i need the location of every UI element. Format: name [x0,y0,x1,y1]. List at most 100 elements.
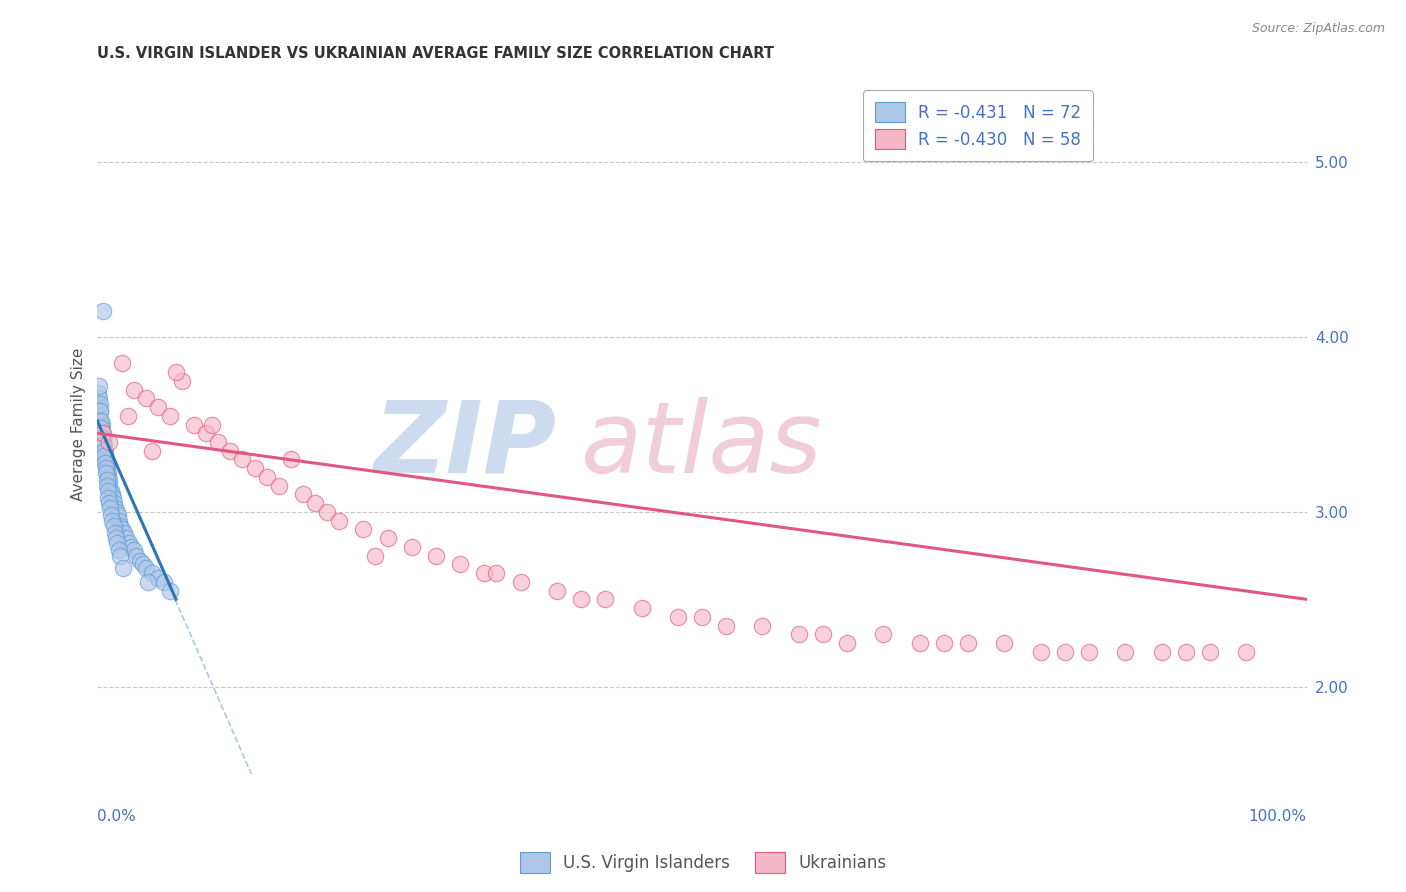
Point [90,421,112,435]
Point [101,491,124,505]
Point [136,574,159,589]
Point [111,561,134,575]
Point [91,426,114,441]
Point [91,426,114,441]
Point [103,496,125,510]
Text: atlas: atlas [581,397,823,494]
Point [666,609,689,624]
Point [122,383,145,397]
Point [219,443,242,458]
Point [183,417,205,432]
Point [352,522,374,536]
Point [94,467,117,481]
Point [569,592,592,607]
Point [87,400,110,414]
Point [135,561,157,575]
Point [316,505,339,519]
Point [110,519,132,533]
Text: 0.0%: 0.0% [97,809,136,824]
Point [107,508,129,523]
Point [96,456,118,470]
Point [87,379,110,393]
Y-axis label: Average Family Size: Average Family Size [72,348,86,501]
Point [141,443,163,458]
Point [165,365,187,379]
Text: 100.0%: 100.0% [1249,809,1306,824]
Point [89,403,111,417]
Point [835,636,858,650]
Text: U.S. VIRGIN ISLANDER VS UKRAINIAN AVERAGE FAMILY SIZE CORRELATION CHART: U.S. VIRGIN ISLANDER VS UKRAINIAN AVERAG… [97,46,775,62]
Point [97,491,120,505]
Point [89,396,111,410]
Point [98,479,121,493]
Point [103,519,125,533]
Point [304,496,326,510]
Point [630,601,652,615]
Point [97,474,120,488]
Point [135,392,157,406]
Point [107,543,129,558]
Point [1077,645,1099,659]
Point [146,571,169,585]
Point [256,470,278,484]
Point [104,525,127,540]
Point [98,435,121,450]
Point [91,432,114,446]
Point [110,522,132,536]
Point [120,540,142,554]
Point [280,452,302,467]
Point [105,536,128,550]
Point [425,549,447,563]
Point [100,508,122,523]
Point [94,456,117,470]
Point [91,432,114,446]
Point [97,470,120,484]
Point [97,467,120,481]
Point [94,449,117,463]
Point [93,443,115,458]
Point [132,558,155,572]
Point [96,461,118,475]
Point [751,618,773,632]
Point [993,636,1015,650]
Point [932,636,955,650]
Point [110,356,132,370]
Point [328,514,350,528]
Point [1174,645,1197,659]
Point [1029,645,1052,659]
Point [89,392,111,406]
Point [153,574,176,589]
Point [128,554,150,568]
Point [90,421,112,435]
Point [243,461,266,475]
Text: ZIP: ZIP [374,397,557,494]
Point [291,487,314,501]
Point [87,409,110,423]
Point [94,461,117,475]
Point [117,409,139,423]
Point [108,514,131,528]
Point [1234,645,1257,659]
Point [96,479,118,493]
Point [787,627,810,641]
Point [1150,645,1173,659]
Point [93,435,115,450]
Point [1199,645,1222,659]
Point [872,627,894,641]
Point [170,374,193,388]
Point [546,583,568,598]
Point [1053,645,1076,659]
Point [100,483,122,498]
Point [112,525,135,540]
Point [94,452,117,467]
Point [105,531,128,545]
Point [101,487,124,501]
Point [93,438,115,452]
Text: Source: ZipAtlas.com: Source: ZipAtlas.com [1251,22,1385,36]
Point [125,549,148,563]
Point [159,583,181,598]
Point [141,566,163,580]
Point [89,414,111,428]
Point [90,417,112,432]
Point [93,304,115,318]
